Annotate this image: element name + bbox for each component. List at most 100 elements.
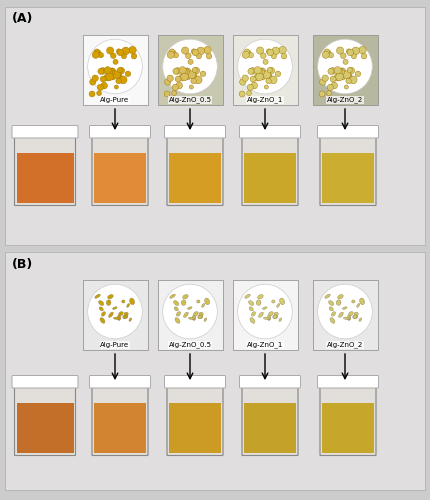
Circle shape xyxy=(188,70,196,78)
Circle shape xyxy=(259,74,266,80)
Circle shape xyxy=(193,68,200,74)
Circle shape xyxy=(172,90,177,96)
Circle shape xyxy=(355,71,361,76)
Circle shape xyxy=(189,85,194,89)
Circle shape xyxy=(197,47,205,54)
Circle shape xyxy=(337,47,344,54)
Circle shape xyxy=(351,54,356,59)
Ellipse shape xyxy=(279,318,282,322)
Bar xyxy=(169,402,221,453)
Circle shape xyxy=(119,76,127,84)
Circle shape xyxy=(322,52,329,59)
Circle shape xyxy=(181,47,189,54)
Circle shape xyxy=(92,52,99,59)
Bar xyxy=(322,152,374,203)
Circle shape xyxy=(257,47,264,54)
FancyBboxPatch shape xyxy=(317,126,378,138)
Circle shape xyxy=(346,78,351,84)
Circle shape xyxy=(267,72,272,78)
Ellipse shape xyxy=(106,300,111,306)
Bar xyxy=(244,152,296,203)
Circle shape xyxy=(97,90,101,96)
Ellipse shape xyxy=(198,315,203,318)
Circle shape xyxy=(88,284,142,339)
Circle shape xyxy=(330,76,336,82)
Circle shape xyxy=(121,54,126,59)
Circle shape xyxy=(336,73,343,80)
Circle shape xyxy=(92,75,98,82)
Circle shape xyxy=(129,46,136,54)
Ellipse shape xyxy=(176,312,181,316)
Circle shape xyxy=(279,46,286,54)
Circle shape xyxy=(200,71,206,76)
Ellipse shape xyxy=(117,316,121,320)
Ellipse shape xyxy=(267,315,270,320)
Circle shape xyxy=(104,74,111,81)
Circle shape xyxy=(327,90,332,96)
Circle shape xyxy=(99,68,106,74)
Ellipse shape xyxy=(175,318,180,324)
Circle shape xyxy=(334,66,341,74)
Circle shape xyxy=(249,68,256,74)
Ellipse shape xyxy=(202,304,205,308)
Circle shape xyxy=(264,85,268,89)
Ellipse shape xyxy=(338,294,343,299)
Ellipse shape xyxy=(122,300,125,303)
Ellipse shape xyxy=(267,316,270,320)
Circle shape xyxy=(318,39,372,94)
Ellipse shape xyxy=(329,307,333,311)
Circle shape xyxy=(329,68,336,74)
Ellipse shape xyxy=(336,300,341,306)
Ellipse shape xyxy=(113,307,117,310)
Circle shape xyxy=(165,79,171,85)
Circle shape xyxy=(192,68,197,72)
Circle shape xyxy=(94,49,100,54)
Ellipse shape xyxy=(99,307,103,311)
Circle shape xyxy=(191,78,197,84)
Circle shape xyxy=(346,73,352,78)
Circle shape xyxy=(181,68,188,75)
Ellipse shape xyxy=(114,317,120,320)
Circle shape xyxy=(281,54,287,59)
Circle shape xyxy=(98,52,104,58)
Ellipse shape xyxy=(250,318,255,324)
Circle shape xyxy=(89,91,95,97)
FancyBboxPatch shape xyxy=(320,134,376,206)
Circle shape xyxy=(339,68,346,74)
Ellipse shape xyxy=(280,298,285,304)
Circle shape xyxy=(346,49,351,54)
Circle shape xyxy=(181,73,188,80)
Text: Alg-Pure: Alg-Pure xyxy=(101,342,129,348)
Ellipse shape xyxy=(249,300,254,306)
Circle shape xyxy=(271,54,276,59)
Ellipse shape xyxy=(272,300,275,303)
Circle shape xyxy=(188,60,193,64)
Ellipse shape xyxy=(258,312,263,318)
Circle shape xyxy=(172,84,178,90)
Circle shape xyxy=(359,46,366,54)
Circle shape xyxy=(324,49,330,54)
Text: Alg-ZnO_2: Alg-ZnO_2 xyxy=(327,96,363,103)
Ellipse shape xyxy=(349,312,353,316)
Circle shape xyxy=(191,73,197,78)
FancyBboxPatch shape xyxy=(15,384,76,456)
Circle shape xyxy=(249,52,254,58)
Circle shape xyxy=(336,68,343,75)
Ellipse shape xyxy=(269,312,273,316)
Circle shape xyxy=(242,52,249,59)
Bar xyxy=(83,35,147,105)
Circle shape xyxy=(251,82,258,89)
Ellipse shape xyxy=(249,307,253,311)
Circle shape xyxy=(173,52,178,58)
Circle shape xyxy=(179,74,186,81)
Circle shape xyxy=(339,74,346,80)
Ellipse shape xyxy=(95,294,100,298)
Bar xyxy=(94,152,146,203)
Bar xyxy=(83,280,147,350)
Ellipse shape xyxy=(274,312,278,316)
FancyBboxPatch shape xyxy=(242,384,298,456)
FancyBboxPatch shape xyxy=(92,134,148,206)
Circle shape xyxy=(175,76,181,82)
Text: (A): (A) xyxy=(12,12,34,25)
Circle shape xyxy=(238,284,292,339)
